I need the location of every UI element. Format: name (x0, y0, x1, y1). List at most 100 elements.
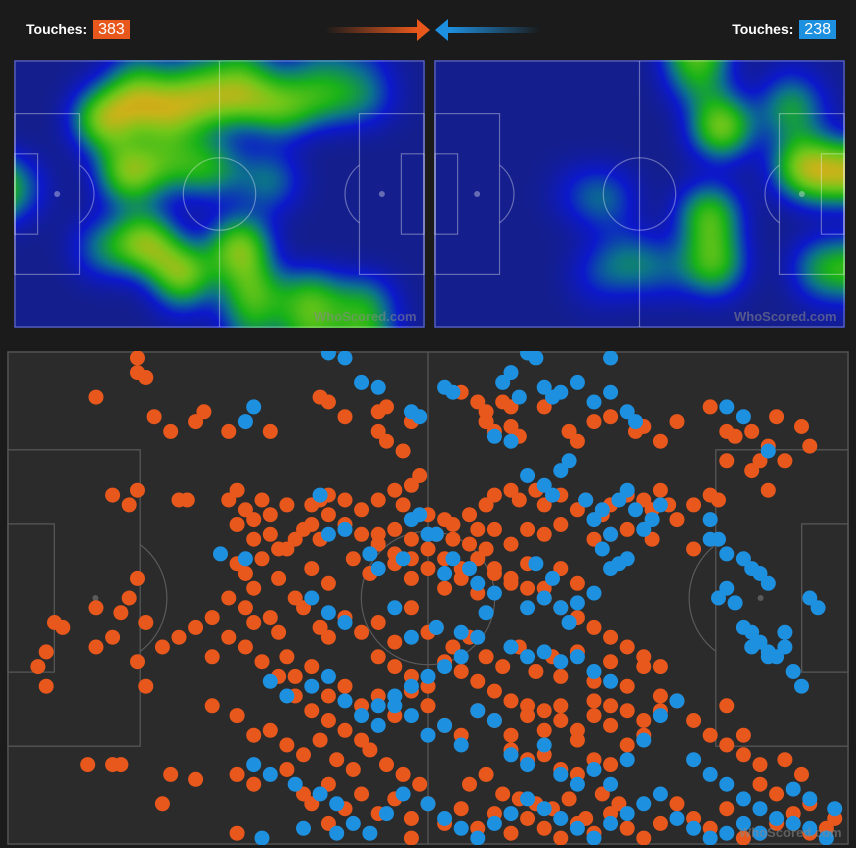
touch-point (652, 482, 668, 498)
touch-point (287, 776, 303, 792)
heat-blob (156, 248, 209, 301)
touch-point (561, 791, 577, 807)
touch-point (594, 541, 610, 557)
touch-point (520, 468, 536, 483)
touch-point (204, 649, 220, 665)
touch-point (312, 619, 328, 635)
touch-point (586, 708, 602, 724)
touch-point (486, 428, 502, 444)
touch-point (130, 351, 145, 366)
touch-point (130, 482, 145, 498)
touch-point (337, 351, 353, 366)
touch-point (503, 482, 519, 498)
touch-point (221, 590, 237, 606)
touch-point (403, 708, 419, 724)
touch-point (702, 399, 718, 415)
touch-point (794, 678, 809, 694)
touch-point (287, 668, 303, 684)
home-touches-count: 383 (93, 20, 130, 39)
touch-point (735, 727, 751, 743)
touch-point (553, 463, 569, 479)
heat-blob (296, 68, 349, 121)
touch-point (777, 453, 793, 469)
touch-point (237, 502, 253, 518)
touch-point (636, 649, 652, 665)
touch-point (453, 664, 469, 679)
home-direction-arrow-icon (325, 19, 430, 41)
touch-point (80, 757, 96, 773)
touch-point (636, 830, 652, 845)
touch-point (520, 649, 536, 665)
touch-point (711, 531, 726, 547)
touch-point (760, 443, 776, 459)
touch-point (154, 639, 170, 655)
touch-point (304, 517, 320, 532)
touch-point (553, 600, 569, 616)
touch-point (636, 732, 652, 748)
touch-point (669, 414, 685, 430)
touch-point (511, 389, 527, 405)
touch-point (586, 664, 602, 679)
touch-point (312, 732, 328, 748)
touch-point (412, 776, 428, 792)
touch-point (246, 531, 262, 547)
touch-point (760, 482, 776, 498)
touch-point (752, 566, 768, 581)
touch-point (619, 551, 635, 567)
home-touches: Touches: 383 (26, 20, 130, 39)
left-penalty-box (434, 112, 501, 276)
touch-point (636, 713, 652, 728)
touch-point (370, 379, 386, 395)
touch-point (553, 713, 569, 728)
touch-point (279, 737, 295, 753)
touch-point (320, 351, 336, 361)
touch-point (279, 497, 295, 513)
touch-point (237, 414, 253, 430)
touch-point (403, 830, 419, 845)
touch-point (777, 752, 793, 768)
touch-point (188, 414, 204, 430)
touch-point (138, 370, 154, 385)
touch-point (669, 811, 685, 826)
touch-point (619, 639, 635, 655)
touch-point (603, 776, 619, 792)
right-penalty-box (778, 112, 845, 276)
touch-point (810, 600, 826, 616)
touch-point (279, 649, 295, 665)
touch-point (179, 492, 195, 508)
touch-point (520, 580, 536, 596)
touch-point (246, 615, 262, 630)
touch-point (536, 820, 552, 836)
centre-circle (602, 157, 677, 231)
touch-point (636, 521, 652, 537)
touch-point (785, 815, 801, 831)
right-penalty-spot (378, 191, 385, 197)
touch-point (146, 409, 162, 425)
touch-point (536, 399, 552, 415)
touch-point (486, 561, 502, 577)
touch-point (387, 521, 403, 537)
touch-point (652, 659, 668, 675)
touch-point (445, 531, 461, 547)
touch-point (719, 698, 735, 714)
touch-point (536, 379, 552, 395)
touch-point (478, 541, 494, 557)
touch-point (603, 717, 619, 733)
touch-point (553, 811, 569, 826)
touch-point (395, 443, 411, 459)
touch-point (229, 766, 245, 782)
touch-point (370, 492, 386, 508)
touch-point (279, 762, 295, 777)
touch-map-watermark: WhoScored.com (739, 825, 842, 840)
touch-point (329, 752, 345, 768)
home-heat-layer (14, 60, 425, 328)
touch-point (312, 487, 328, 503)
touch-point (470, 703, 486, 719)
home-heatmap-pitch-lines (14, 60, 425, 328)
touch-point (395, 766, 411, 782)
touch-point (370, 615, 386, 630)
touch-point (578, 811, 594, 826)
touch-point (553, 766, 569, 782)
touch-point (320, 815, 336, 831)
touch-point (603, 815, 619, 831)
